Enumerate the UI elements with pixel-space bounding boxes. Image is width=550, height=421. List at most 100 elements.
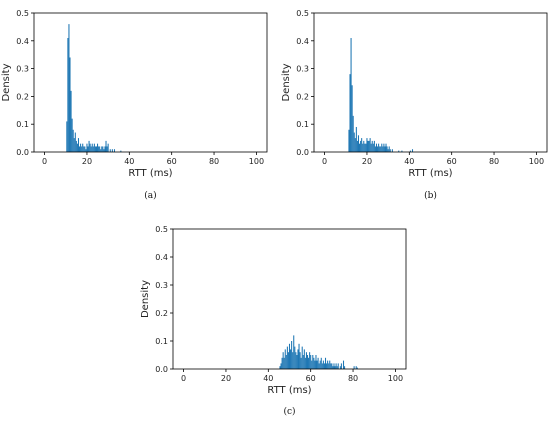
histogram-bar [101, 146, 103, 152]
histogram-bar [304, 357, 306, 369]
histogram-bar [86, 143, 88, 152]
histogram-bar [321, 363, 323, 369]
histogram-bar [349, 74, 351, 152]
histogram-bar [100, 149, 102, 152]
histogram-bar [90, 146, 92, 152]
histogram-bar [311, 360, 313, 369]
y-tick-label: 0.1 [16, 120, 29, 129]
histogram-bar [340, 363, 342, 369]
histogram-bar [280, 363, 282, 369]
histogram-bar [120, 150, 122, 152]
histogram-bar [354, 138, 356, 152]
histogram-bar [88, 140, 90, 152]
axes-frame [33, 12, 268, 153]
histogram-bar [111, 149, 113, 152]
histogram-bar [411, 149, 414, 152]
histogram-bar [282, 352, 284, 369]
histogram-bar [365, 143, 367, 152]
histogram-bar [73, 138, 75, 152]
histogram-bar [105, 140, 107, 152]
histogram-bar [308, 357, 310, 369]
y-tick-label: 0.5 [296, 9, 309, 18]
histogram-bar [332, 366, 334, 369]
y-tick-label: 0.5 [155, 225, 168, 234]
histogram-bar [80, 143, 82, 152]
histogram-bar [353, 366, 355, 369]
histogram-bar [72, 129, 74, 152]
histogram-bar [380, 146, 382, 152]
histogram-bar [85, 149, 87, 152]
x-axis-label: RTT (ms) [267, 385, 311, 396]
histogram-bar [326, 363, 328, 369]
y-tick-label: 0.0 [296, 148, 309, 157]
x-tick-label: 80 [348, 374, 358, 383]
x-tick-label: 20 [362, 157, 372, 166]
histogram-bar [333, 363, 335, 369]
x-tick-label: 60 [306, 374, 316, 383]
histogram-bar [82, 143, 84, 152]
histogram-bar [66, 121, 68, 152]
histogram-bar [398, 150, 400, 152]
histogram-bar [301, 346, 303, 369]
histogram-bar [336, 366, 338, 369]
histogram-bar [363, 140, 365, 152]
histogram-bar [91, 143, 93, 152]
histogram-bar [355, 366, 357, 369]
histogram-bar [328, 363, 330, 369]
histogram-bar [67, 38, 69, 152]
histogram-bar [370, 143, 372, 152]
histogram-bar [281, 357, 283, 369]
histogram-bar [290, 349, 292, 369]
histogram-bar [375, 143, 378, 152]
histogram-bar [385, 143, 387, 152]
histogram-bar [300, 357, 302, 369]
y-tick-label: 0.0 [16, 148, 29, 157]
panel-caption: (b) [424, 190, 437, 201]
histogram-bar [291, 341, 293, 369]
histogram-bar [302, 355, 304, 369]
y-tick-label: 0.2 [296, 92, 309, 101]
histogram-bar [93, 143, 95, 152]
histogram-bar [107, 143, 109, 152]
histogram-bar [99, 146, 101, 152]
histogram-bar [331, 363, 333, 369]
histogram-bar [288, 343, 291, 369]
histogram-bar [344, 366, 346, 369]
histogram-bar [314, 360, 316, 369]
axes-frame [313, 12, 548, 153]
histogram-bar [334, 366, 336, 369]
histogram-bar [353, 132, 355, 152]
histogram-bar [283, 357, 285, 369]
histogram-bar [309, 352, 311, 369]
histogram-bar [330, 363, 332, 369]
chart-panel-1: 0 20 40 60 80 100 0.0 0.1 0.2 0.3 0.4 0.5 RTT (ms) De… [281, 9, 548, 201]
histogram-bar [351, 85, 353, 152]
y-tick-label: 0.0 [155, 365, 168, 374]
x-tick-label: 0 [181, 374, 186, 383]
histogram-bar [297, 349, 299, 369]
histogram-bar [369, 138, 371, 152]
histogram-bar [295, 352, 297, 369]
panel-caption: (c) [283, 406, 295, 417]
histogram-bar [109, 149, 111, 152]
histogram-bar [287, 352, 289, 369]
histogram-bar [92, 146, 94, 152]
histogram-bar [368, 140, 370, 152]
histogram-bar [401, 150, 403, 152]
histogram-bar [356, 367, 358, 369]
histogram-bar [315, 355, 317, 369]
histogram-bar [387, 149, 389, 152]
histogram-bar [296, 355, 298, 369]
histogram-bar [357, 135, 360, 152]
histogram-bar [106, 146, 108, 152]
histogram-bar [335, 363, 337, 369]
histogram-bar [294, 346, 296, 369]
histogram-bar [319, 360, 321, 369]
histogram-bar [84, 146, 86, 152]
histogram-bar [360, 140, 362, 152]
histogram-bar [372, 143, 374, 152]
histogram-bar [74, 132, 76, 152]
histogram-bar [388, 146, 390, 152]
histogram-bar [355, 126, 357, 152]
